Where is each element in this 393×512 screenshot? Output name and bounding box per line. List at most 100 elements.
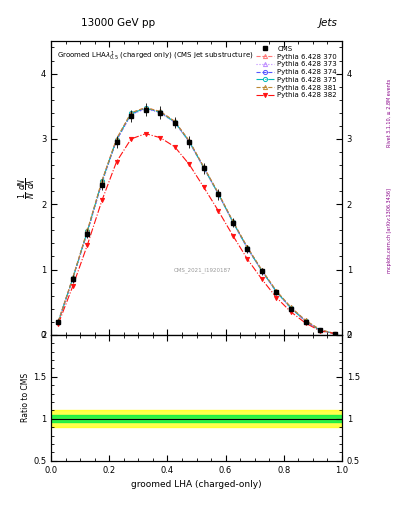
Pythia 6.428 373 xyxy=(332,330,337,336)
Pythia 6.428 381 xyxy=(85,227,90,233)
Pythia 6.428 374 xyxy=(260,268,264,274)
Bar xyxy=(51,415,342,422)
Pythia 6.428 382 xyxy=(173,144,177,150)
Pythia 6.428 381 xyxy=(260,267,264,273)
Pythia 6.428 375 xyxy=(71,275,75,281)
Pythia 6.428 370 xyxy=(231,218,235,224)
Pythia 6.428 375 xyxy=(143,105,148,111)
Pythia 6.428 373 xyxy=(114,138,119,144)
Pythia 6.428 370 xyxy=(114,136,119,142)
Pythia 6.428 375 xyxy=(202,164,206,170)
Pythia 6.428 370 xyxy=(202,164,206,170)
Pythia 6.428 381 xyxy=(216,190,221,196)
Pythia 6.428 373 xyxy=(85,229,90,236)
Pythia 6.428 370 xyxy=(245,244,250,250)
Pythia 6.428 374 xyxy=(216,190,221,197)
Pythia 6.428 382 xyxy=(260,276,264,283)
Pythia 6.428 381 xyxy=(129,110,134,116)
Pythia 6.428 374 xyxy=(187,138,192,144)
Pythia 6.428 374 xyxy=(245,245,250,251)
Pythia 6.428 375 xyxy=(187,138,192,144)
Pythia 6.428 374 xyxy=(303,318,308,324)
Line: Pythia 6.428 375: Pythia 6.428 375 xyxy=(56,106,337,336)
Pythia 6.428 381 xyxy=(274,288,279,294)
Pythia 6.428 374 xyxy=(274,289,279,295)
Pythia 6.428 375 xyxy=(158,109,163,115)
Pythia 6.428 374 xyxy=(129,111,134,117)
Pythia 6.428 381 xyxy=(71,274,75,281)
Pythia 6.428 381 xyxy=(56,318,61,324)
Pythia 6.428 370 xyxy=(216,190,221,196)
Pythia 6.428 381 xyxy=(231,218,235,224)
Text: CMS_2021_I1920187: CMS_2021_I1920187 xyxy=(174,267,231,273)
Pythia 6.428 373 xyxy=(231,220,235,226)
Pythia 6.428 382 xyxy=(274,294,279,301)
Pythia 6.428 370 xyxy=(260,267,264,273)
Pythia 6.428 374 xyxy=(158,109,163,115)
Pythia 6.428 373 xyxy=(216,191,221,198)
Pythia 6.428 370 xyxy=(187,138,192,144)
Pythia 6.428 381 xyxy=(143,104,148,111)
Line: Pythia 6.428 382: Pythia 6.428 382 xyxy=(56,132,337,336)
Pythia 6.428 375 xyxy=(85,228,90,234)
Pythia 6.428 381 xyxy=(158,109,163,115)
Pythia 6.428 375 xyxy=(173,119,177,125)
Pythia 6.428 382 xyxy=(56,321,61,327)
Text: 13000 GeV pp: 13000 GeV pp xyxy=(81,18,155,28)
Pythia 6.428 373 xyxy=(202,165,206,172)
Pythia 6.428 381 xyxy=(114,136,119,142)
Pythia 6.428 374 xyxy=(114,137,119,143)
Pythia 6.428 375 xyxy=(245,245,250,251)
Pythia 6.428 375 xyxy=(231,219,235,225)
Pythia 6.428 373 xyxy=(289,306,294,312)
Pythia 6.428 381 xyxy=(202,164,206,170)
Pythia 6.428 373 xyxy=(303,318,308,324)
Text: Groomed LHA$\lambda^{1}_{0.5}$ (charged only) (CMS jet substructure): Groomed LHA$\lambda^{1}_{0.5}$ (charged … xyxy=(57,50,253,63)
Pythia 6.428 382 xyxy=(143,131,148,137)
Pythia 6.428 375 xyxy=(303,318,308,324)
Pythia 6.428 382 xyxy=(216,208,221,214)
Pythia 6.428 381 xyxy=(173,118,177,124)
Line: Pythia 6.428 374: Pythia 6.428 374 xyxy=(56,106,337,336)
Bar xyxy=(51,411,342,427)
Pythia 6.428 382 xyxy=(114,159,119,165)
Line: Pythia 6.428 373: Pythia 6.428 373 xyxy=(56,107,337,336)
Pythia 6.428 382 xyxy=(231,232,235,239)
Pythia 6.428 373 xyxy=(274,289,279,295)
Pythia 6.428 370 xyxy=(318,327,323,333)
Pythia 6.428 382 xyxy=(187,161,192,167)
Pythia 6.428 374 xyxy=(289,305,294,311)
Pythia 6.428 382 xyxy=(245,256,250,262)
Pythia 6.428 374 xyxy=(56,318,61,325)
Pythia 6.428 375 xyxy=(56,318,61,325)
Pythia 6.428 381 xyxy=(289,304,294,310)
Pythia 6.428 381 xyxy=(187,138,192,144)
Pythia 6.428 370 xyxy=(143,104,148,111)
Pythia 6.428 375 xyxy=(274,289,279,295)
Pythia 6.428 373 xyxy=(245,246,250,252)
Pythia 6.428 370 xyxy=(173,118,177,124)
Pythia 6.428 375 xyxy=(318,327,323,333)
Pythia 6.428 382 xyxy=(289,309,294,315)
Pythia 6.428 370 xyxy=(274,288,279,294)
Pythia 6.428 375 xyxy=(100,178,105,184)
Pythia 6.428 375 xyxy=(216,190,221,197)
Pythia 6.428 382 xyxy=(332,330,337,336)
Pythia 6.428 374 xyxy=(231,219,235,225)
Pythia 6.428 370 xyxy=(100,178,105,184)
Pythia 6.428 382 xyxy=(158,135,163,141)
Pythia 6.428 374 xyxy=(318,327,323,333)
Line: Pythia 6.428 370: Pythia 6.428 370 xyxy=(56,105,337,336)
Pythia 6.428 375 xyxy=(260,268,264,274)
Pythia 6.428 381 xyxy=(332,330,337,336)
Pythia 6.428 382 xyxy=(202,184,206,190)
Pythia 6.428 370 xyxy=(71,274,75,281)
Pythia 6.428 373 xyxy=(260,268,264,274)
Pythia 6.428 370 xyxy=(289,304,294,310)
Pythia 6.428 381 xyxy=(100,178,105,184)
Text: mcplots.cern.ch [arXiv:1306.3436]: mcplots.cern.ch [arXiv:1306.3436] xyxy=(387,188,391,273)
Pythia 6.428 382 xyxy=(303,320,308,326)
Pythia 6.428 370 xyxy=(56,318,61,324)
Pythia 6.428 373 xyxy=(187,139,192,145)
Pythia 6.428 382 xyxy=(85,242,90,248)
